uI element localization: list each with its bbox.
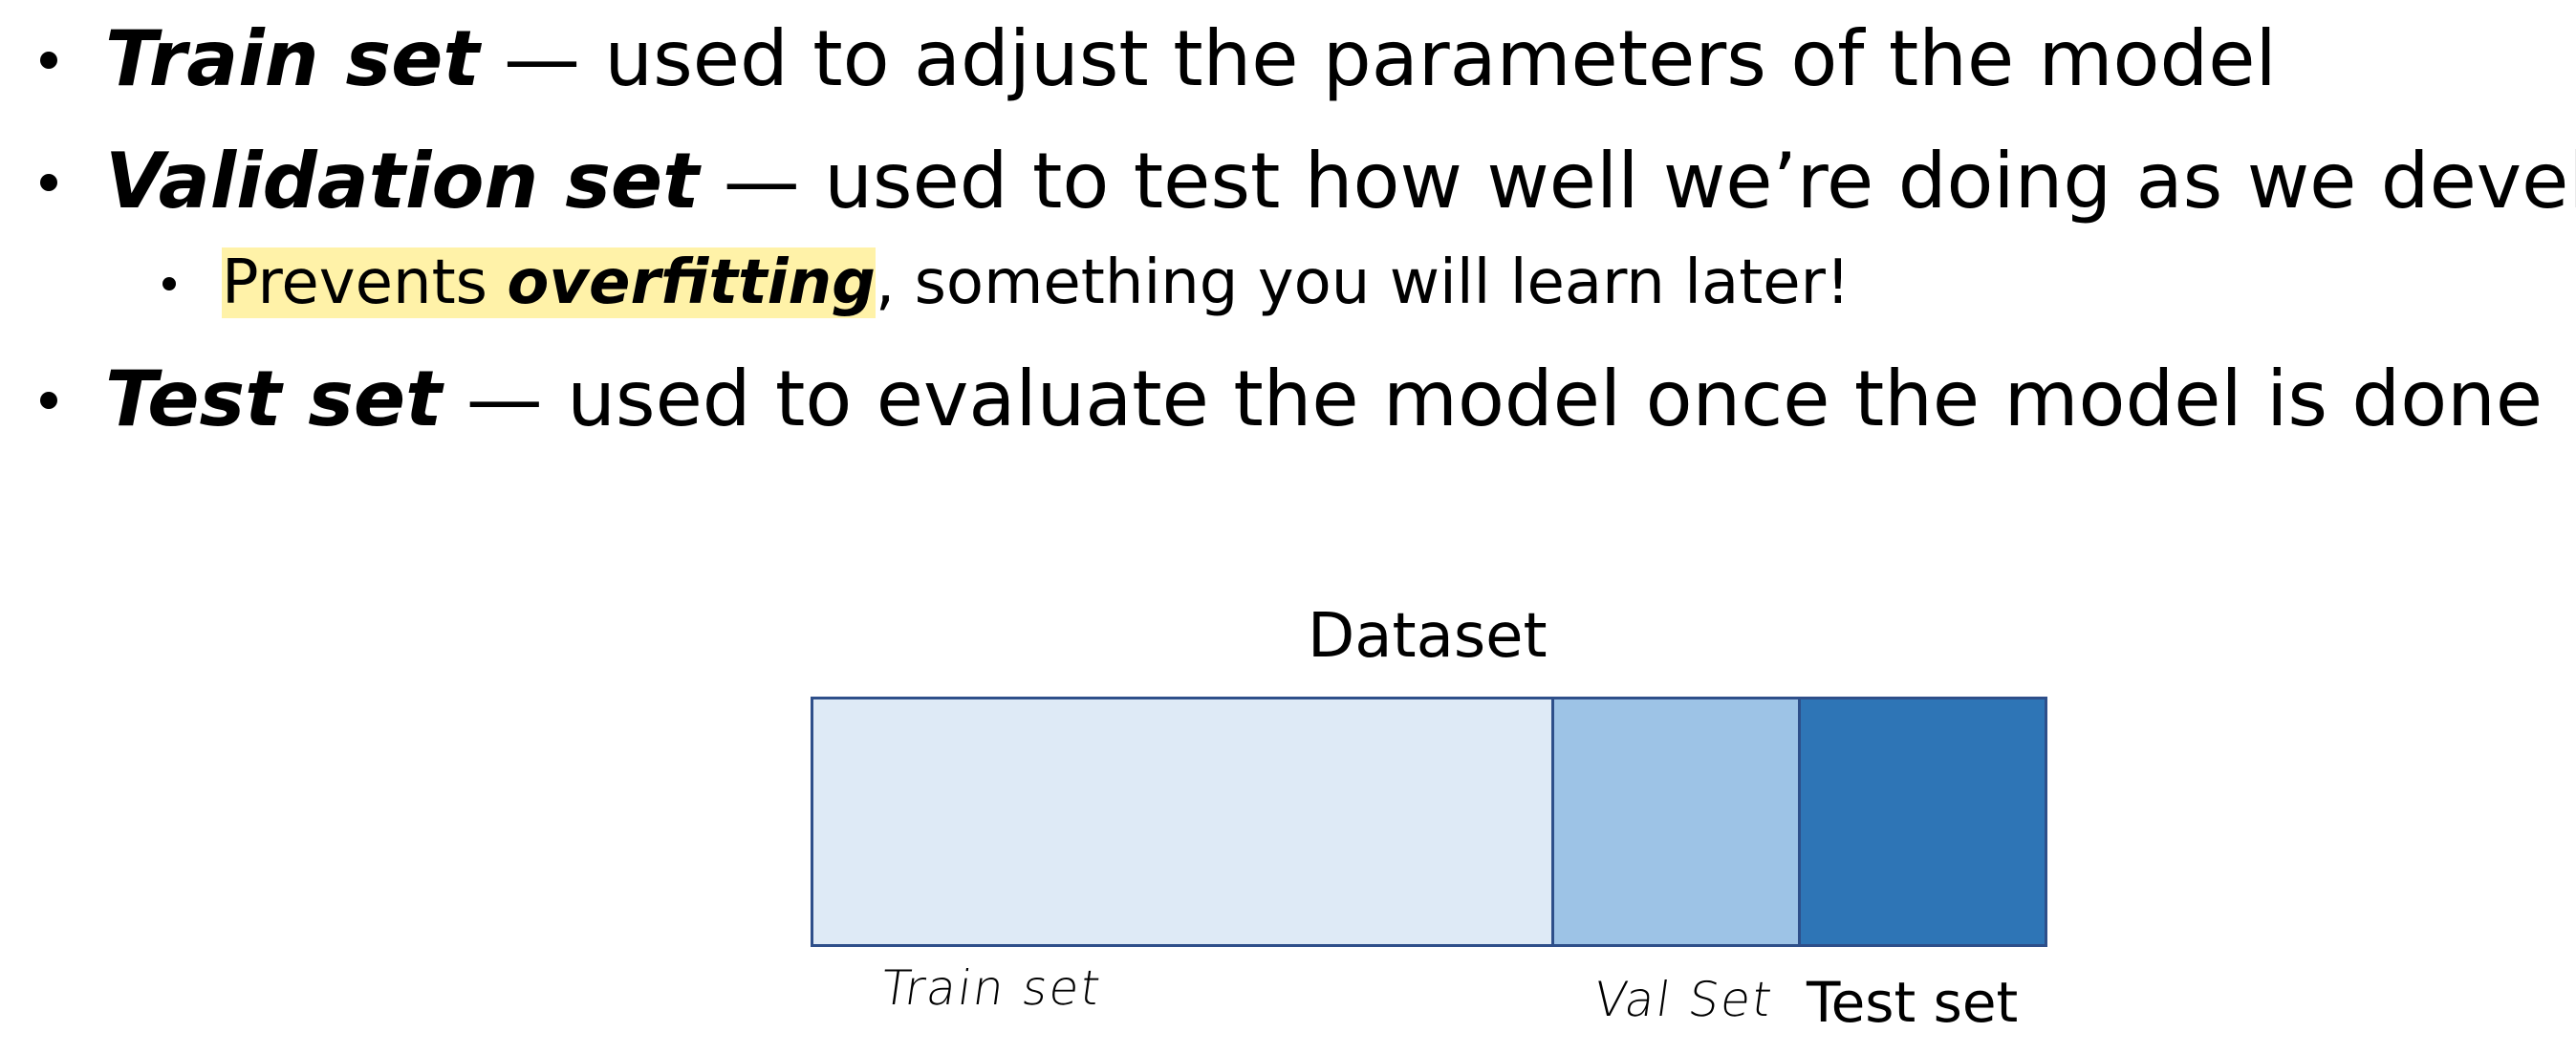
term-validation-set: Validation set (105, 137, 700, 226)
desc-train-set: used to adjust the parameters of the mod… (604, 14, 2277, 103)
dash: — (699, 137, 825, 226)
train-set-handwritten-label: Train set (877, 960, 1106, 1016)
bullet-dot (40, 174, 57, 191)
val-set-handwritten-label: Val Set (1590, 972, 1777, 1027)
highlighted-text: Prevents overfitting (222, 247, 876, 318)
bullet-text: Test set — used to evaluate the model on… (105, 352, 2543, 447)
term-overfitting: overfitting (507, 247, 876, 318)
train-set-segment (811, 697, 1554, 947)
bullet-text: Validation set — used to test how well w… (105, 134, 2576, 229)
sub-bullet-text: Prevents overfitting, something you will… (222, 245, 1851, 321)
test-set-label: Test set (1807, 970, 2019, 1035)
bullet-dot (40, 392, 57, 409)
desc-validation-set: used to test how well we’re doing as we … (824, 137, 2576, 226)
bullet-text: Train set — used to adjust the parameter… (105, 11, 2277, 107)
sub-bullet-dot (162, 277, 176, 290)
dataset-title: Dataset (1308, 601, 1548, 672)
term-test-set: Test set (105, 355, 443, 443)
sub-rest-text: , something you will learn later! (875, 247, 1851, 318)
term-train-set: Train set (105, 14, 480, 103)
val-set-segment (1551, 697, 1801, 947)
test-set-segment (1798, 697, 2047, 947)
dash: — (442, 355, 568, 443)
desc-test-set: used to evaluate the model once the mode… (567, 355, 2544, 443)
prevents-text: Prevents (222, 247, 508, 318)
dash: — (479, 14, 605, 103)
bullet-dot (40, 52, 57, 69)
